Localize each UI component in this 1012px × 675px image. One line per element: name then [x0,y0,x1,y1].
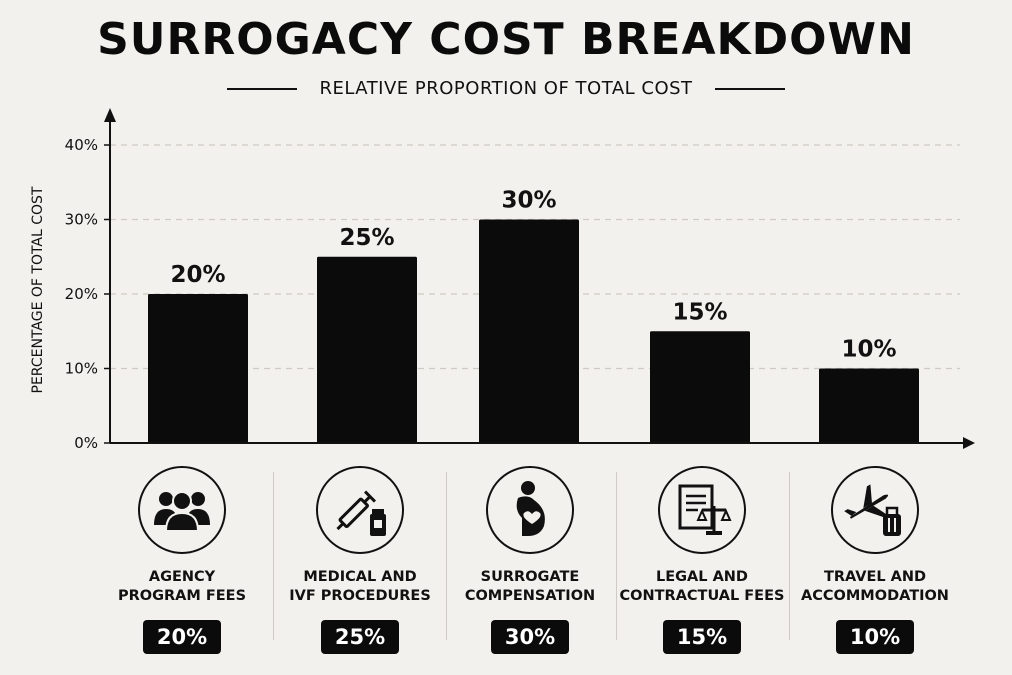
legal-document-scales-icon [658,466,746,554]
people-group-icon [138,466,226,554]
bar [479,219,579,443]
x-axis-arrow [963,437,975,449]
chart-subtitle: RELATIVE PROPORTION OF TOTAL COST [319,78,693,99]
category-label-line2: PROGRAM FEES [117,588,247,604]
subtitle-rule-left [227,87,298,90]
bar-value-label: 20% [170,262,225,288]
category-label-line2: IVF PROCEDURES [289,588,431,604]
category-label-line2: COMPENSATION [464,588,596,604]
category-label-line1: MEDICAL AND [303,569,417,585]
subtitle-row: RELATIVE PROPORTION OF TOTAL COST [0,78,1012,99]
percentage-badge: 10% [835,620,915,654]
column-divider [446,472,447,640]
y-tick-label: 30% [65,211,98,229]
y-tick-label: 0% [74,434,98,452]
category-label-line1: LEGAL AND [656,569,748,585]
category-label-line1: SURROGATE [480,569,580,585]
chart-title: SURROGACY COST BREAKDOWN [97,14,915,65]
percentage-badge: 25% [320,620,400,654]
category-agency: AGENCY PROGRAM FEES 20% [97,462,267,662]
bar [317,256,417,443]
category-medical: MEDICAL AND IVF PROCEDURES 25% [275,462,445,662]
bar-value-label: 10% [841,337,896,363]
bar-value-label: 15% [672,299,727,325]
percentage-badge: 30% [490,620,570,654]
subtitle-rule-right [714,87,785,90]
pregnant-woman-icon [486,466,574,554]
column-divider [273,472,274,640]
bar [148,294,248,443]
y-tick-label: 40% [65,136,98,154]
percentage-badge: 20% [142,620,222,654]
category-label-line2: ACCOMMODATION [801,588,949,604]
column-divider [789,472,790,640]
airplane-luggage-icon [831,466,919,554]
y-tick-label: 10% [65,360,98,378]
y-tick-label: 20% [65,285,98,303]
bar [819,368,919,443]
bar-value-label: 30% [501,188,556,214]
syringe-vial-icon [316,466,404,554]
bar [650,331,750,443]
bar-value-label: 25% [339,225,394,251]
category-legal: LEGAL AND CONTRACTUAL FEES 15% [617,462,787,662]
y-axis-arrow [104,108,116,122]
y-axis-label: PERCENTAGE OF TOTAL COST [30,186,46,393]
category-label-line1: TRAVEL AND [823,569,927,585]
category-travel: TRAVEL AND ACCOMMODATION 10% [790,462,960,662]
category-surrogate: SURROGATE COMPENSATION 30% [445,462,615,662]
percentage-badge: 15% [662,620,742,654]
column-divider [616,472,617,640]
category-label-line2: CONTRACTUAL FEES [619,588,785,604]
category-label-line1: AGENCY [148,569,216,585]
